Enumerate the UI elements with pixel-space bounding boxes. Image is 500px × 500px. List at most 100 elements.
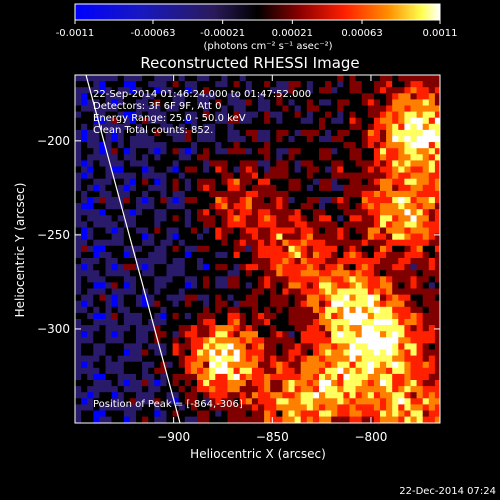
heatmap-cell: [300, 75, 308, 82]
heatmap-cell: [294, 282, 301, 289]
heatmap-cell: [349, 398, 356, 405]
heatmap-cell: [148, 398, 155, 405]
heatmap-cell: [325, 386, 332, 393]
heatmap-cell: [87, 81, 94, 88]
heatmap-cell: [325, 123, 332, 131]
heatmap-cell: [294, 300, 301, 308]
heatmap-cell: [233, 215, 240, 222]
heatmap-cell: [380, 367, 387, 375]
heatmap-cell: [386, 93, 393, 100]
heatmap-cell: [142, 87, 149, 94]
heatmap-cell: [245, 117, 253, 125]
heatmap-cell: [355, 367, 362, 375]
heatmap-cell: [258, 123, 265, 131]
heatmap-cell: [105, 111, 112, 118]
heatmap-cell: [184, 337, 192, 344]
heatmap-cell: [306, 99, 314, 106]
heatmap-cell: [404, 178, 411, 186]
heatmap-cell: [184, 251, 192, 259]
heatmap-cell: [75, 136, 82, 143]
heatmap-cell: [294, 172, 301, 179]
heatmap-cell: [148, 227, 155, 234]
heatmap-cell: [178, 215, 186, 222]
heatmap-cell: [221, 404, 228, 411]
heatmap-cell: [123, 343, 131, 350]
heatmap-cell: [264, 166, 271, 173]
heatmap-cell: [434, 398, 440, 405]
heatmap-cell: [367, 233, 375, 240]
heatmap-cell: [227, 190, 234, 198]
heatmap-cell: [81, 361, 88, 369]
heatmap-cell: [111, 392, 118, 399]
heatmap-cell: [416, 75, 423, 82]
heatmap-cell: [154, 361, 161, 369]
heatmap-cell: [160, 154, 167, 161]
heatmap-cell: [81, 233, 88, 240]
heatmap-cell: [221, 380, 228, 387]
heatmap-cell: [172, 251, 179, 259]
heatmap-cell: [373, 404, 381, 411]
heatmap-cell: [142, 312, 149, 320]
heatmap-cell: [166, 197, 173, 204]
heatmap-cell: [178, 142, 186, 149]
heatmap-cell: [380, 148, 387, 155]
heatmap-cell: [148, 404, 155, 411]
heatmap-cell: [215, 136, 222, 143]
heatmap-cell: [392, 215, 399, 222]
heatmap-cell: [422, 367, 430, 375]
heatmap-cell: [129, 337, 137, 344]
heatmap-cell: [75, 227, 82, 234]
heatmap-cell: [117, 221, 125, 228]
heatmap-cell: [209, 160, 216, 167]
heatmap-cell: [75, 288, 82, 295]
heatmap-cell: [282, 380, 289, 387]
heatmap-cell: [129, 190, 137, 198]
heatmap-cell: [190, 142, 198, 149]
heatmap-cell: [398, 355, 405, 362]
heatmap-cell: [203, 410, 210, 417]
heatmap-cell: [142, 410, 149, 417]
heatmap-cell: [404, 123, 411, 131]
heatmap-cell: [215, 306, 222, 314]
heatmap-cell: [367, 410, 375, 417]
heatmap-cell: [117, 380, 125, 387]
heatmap-cell: [300, 270, 308, 277]
heatmap-cell: [184, 197, 192, 204]
heatmap-cell: [258, 233, 265, 240]
heatmap-cell: [367, 111, 375, 118]
footer-timestamp: 22-Dec-2014 07:24: [399, 486, 496, 497]
heatmap-cell: [276, 221, 283, 228]
heatmap-cell: [337, 142, 344, 149]
heatmap-cell: [221, 276, 228, 283]
heatmap-cell: [178, 233, 186, 240]
heatmap-cell: [337, 386, 344, 393]
heatmap-cell: [111, 87, 118, 94]
heatmap-cell: [392, 75, 399, 82]
heatmap-cell: [300, 422, 308, 423]
heatmap-cell: [251, 197, 259, 204]
heatmap-cell: [434, 105, 440, 112]
heatmap-cell: [288, 373, 295, 381]
heatmap-cell: [160, 227, 167, 234]
heatmap-cell: [361, 276, 369, 283]
heatmap-cell: [306, 111, 314, 118]
heatmap-cell: [392, 136, 399, 143]
heatmap-cell: [380, 361, 387, 369]
heatmap-cell: [386, 178, 393, 186]
heatmap-cell: [233, 129, 240, 137]
heatmap-cell: [355, 166, 362, 173]
heatmap-cell: [312, 117, 320, 125]
heatmap-cell: [337, 123, 344, 131]
heatmap-cell: [160, 215, 167, 222]
heatmap-cell: [306, 75, 314, 82]
heatmap-cell: [434, 136, 440, 143]
heatmap-cell: [197, 136, 204, 143]
heatmap-cell: [312, 251, 320, 259]
heatmap-cell: [270, 343, 277, 350]
heatmap-cell: [172, 294, 179, 301]
heatmap-cell: [312, 349, 320, 356]
heatmap-cell: [123, 294, 131, 301]
heatmap-cell: [166, 410, 173, 417]
heatmap-cell: [276, 239, 283, 247]
heatmap-cell: [258, 264, 265, 271]
